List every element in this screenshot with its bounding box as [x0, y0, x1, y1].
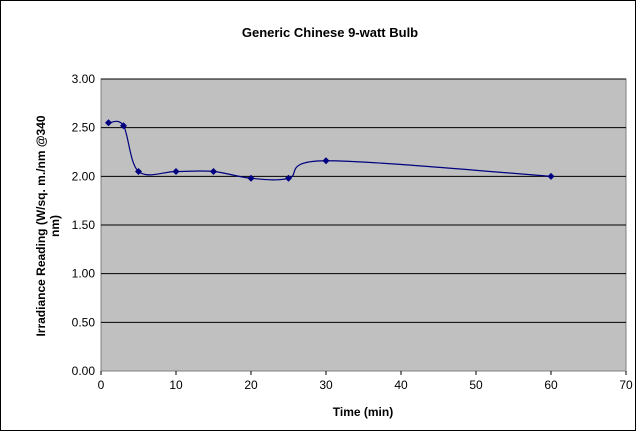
y-tick-label: 0.00 [72, 364, 96, 378]
y-tick-label: 1.00 [72, 267, 96, 281]
y-tick-label: 3.00 [72, 72, 96, 86]
x-tick-label: 50 [469, 378, 483, 392]
x-tick-label: 60 [544, 378, 558, 392]
x-axis-ticks: 0 10 20 30 40 50 60 70 [98, 371, 633, 392]
x-tick-label: 30 [319, 378, 333, 392]
x-tick-label: 40 [394, 378, 408, 392]
x-tick-label: 20 [244, 378, 258, 392]
x-tick-label: 10 [169, 378, 183, 392]
y-tick-label: 1.50 [72, 218, 96, 232]
y-axis-title-line-1: Irradiance Reading (W/sq. m./nm @340 [34, 115, 48, 336]
x-tick-label: 70 [619, 378, 633, 392]
y-tick-label: 0.50 [72, 315, 96, 329]
y-axis-title-line-2: nm) [48, 215, 62, 237]
y-axis-title: Irradiance Reading (W/sq. m./nm @340 nm) [34, 115, 62, 336]
y-tick-label: 2.00 [72, 169, 96, 183]
chart-title: Generic Chinese 9-watt Bulb [242, 25, 418, 40]
y-axis-ticks: 0.00 0.50 1.00 1.50 2.00 2.50 3.00 [72, 72, 96, 378]
x-tick-label: 0 [98, 378, 105, 392]
y-tick-label: 2.50 [72, 121, 96, 135]
x-axis-title: Time (min) [333, 405, 393, 419]
